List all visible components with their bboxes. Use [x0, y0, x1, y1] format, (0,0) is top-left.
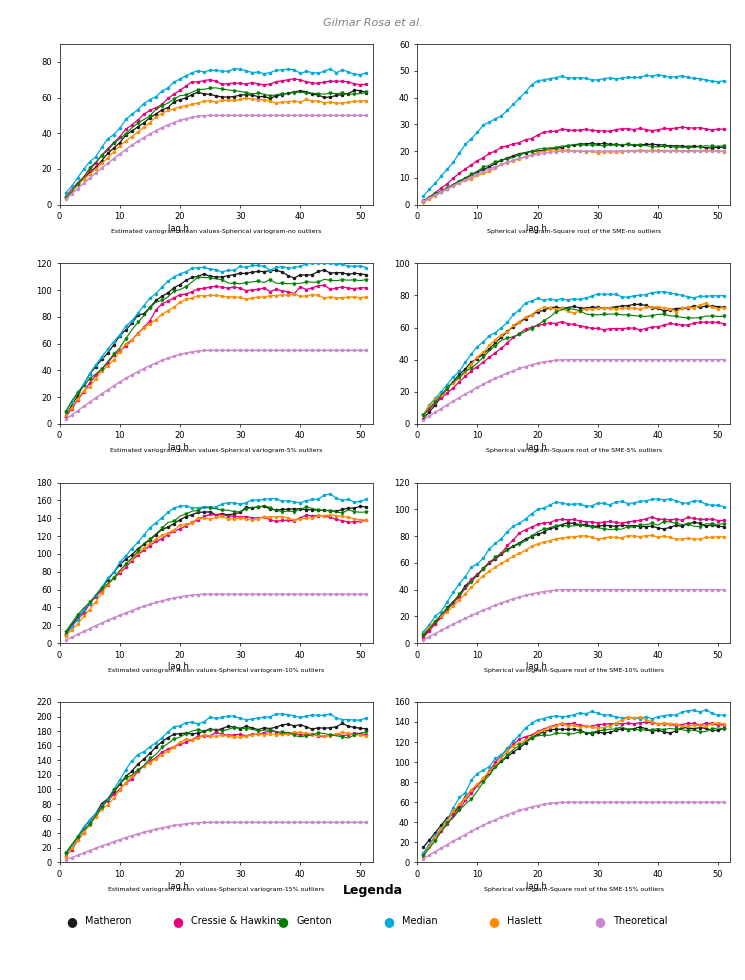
X-axis label: lag h: lag h — [168, 882, 189, 891]
X-axis label: lag h: lag h — [526, 662, 547, 671]
X-axis label: lag h: lag h — [168, 443, 189, 452]
Text: Spherical variogram-Square root of the SME-15% outliers: Spherical variogram-Square root of the S… — [484, 887, 664, 892]
Text: ●: ● — [594, 914, 605, 928]
X-axis label: lag h: lag h — [526, 443, 547, 452]
Text: Spherical variogram-Square root of the SME-no outliers: Spherical variogram-Square root of the S… — [486, 229, 661, 234]
Text: ●: ● — [172, 914, 183, 928]
Text: Genton: Genton — [296, 916, 332, 926]
Text: Legenda: Legenda — [343, 884, 402, 897]
X-axis label: lag h: lag h — [526, 882, 547, 891]
Text: ●: ● — [66, 914, 77, 928]
Text: Cressie & Hawkins: Cressie & Hawkins — [191, 916, 281, 926]
Text: Spherical variogram-Square root of the SME-5% outliers: Spherical variogram-Square root of the S… — [486, 449, 662, 454]
Text: ●: ● — [277, 914, 288, 928]
Text: ●: ● — [383, 914, 394, 928]
X-axis label: lag h: lag h — [168, 662, 189, 671]
Text: Estimated variogram mean values-Spherical variogram-15% outliers: Estimated variogram mean values-Spherica… — [108, 887, 324, 892]
Text: Matheron: Matheron — [85, 916, 132, 926]
Text: Theoretical: Theoretical — [612, 916, 668, 926]
Text: ●: ● — [489, 914, 499, 928]
Text: Spherical variogram-Square root of the SME-10% outliers: Spherical variogram-Square root of the S… — [484, 667, 664, 672]
X-axis label: lag h: lag h — [168, 223, 189, 233]
Text: Haslett: Haslett — [507, 916, 542, 926]
Text: Median: Median — [402, 916, 437, 926]
Text: Estimated variogram mean values-Spherical variogram-5% outliers: Estimated variogram mean values-Spherica… — [110, 449, 323, 454]
Text: Estimated variogram mean values-Spherical variogram-no outliers: Estimated variogram mean values-Spherica… — [111, 229, 321, 234]
Text: Estimated variogram mean values-Spherical variogram-10% outliers: Estimated variogram mean values-Spherica… — [108, 667, 324, 672]
Text: Gilmar Rosa et al.: Gilmar Rosa et al. — [323, 18, 422, 27]
X-axis label: lag h: lag h — [526, 223, 547, 233]
